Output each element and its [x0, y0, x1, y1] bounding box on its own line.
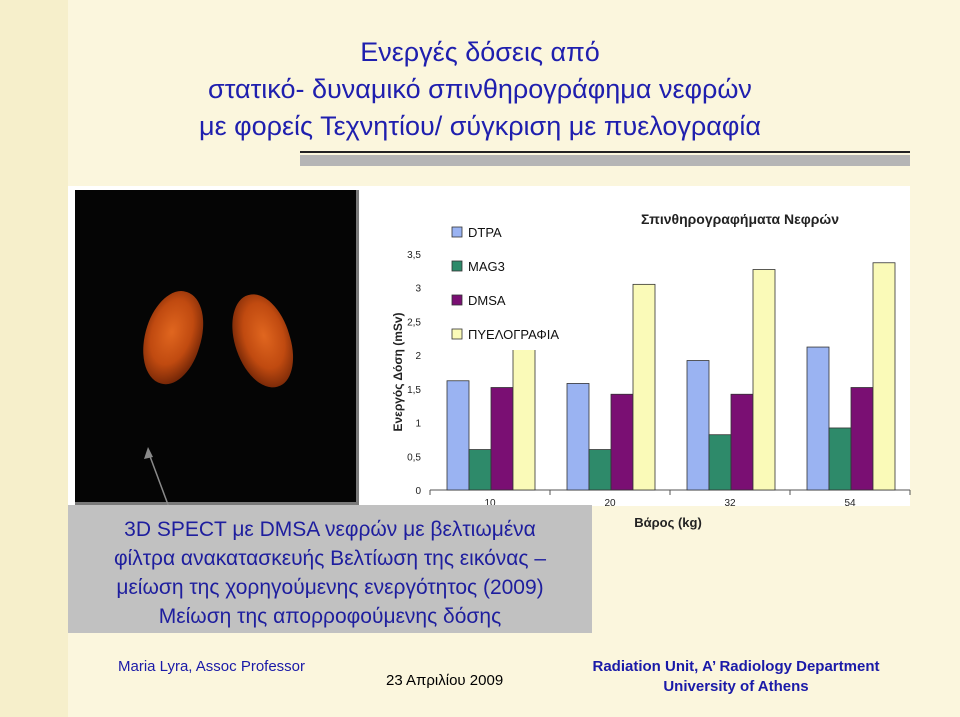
footer-affiliation-line1: Radiation Unit, A’ Radiology Department	[592, 658, 880, 675]
y-tick-label: 1	[415, 419, 421, 430]
bar-πυελογραφια	[632, 283, 656, 491]
legend-label: DTPA	[468, 225, 502, 240]
bar-dmsa	[850, 387, 874, 491]
footer-affiliation-line2: University of Athens	[663, 678, 809, 695]
x-tick-label: 20	[604, 498, 616, 509]
chart-y-axis-label: Ενεργός Δόση (mSv)	[391, 312, 405, 431]
legend-swatch	[451, 260, 463, 272]
title-rule	[300, 151, 910, 153]
bar-dmsa	[490, 387, 514, 491]
image-caption: 3D SPECT με DMSA νεφρών με βελτιωμένα φί…	[68, 505, 592, 633]
legend-box	[440, 216, 595, 350]
y-tick-label: 3	[415, 284, 421, 295]
bar-dtpa	[446, 380, 470, 491]
chart-x-axis-label: Βάρος (kg)	[634, 515, 702, 530]
y-tick-label: 0,5	[407, 452, 421, 463]
bar-mag3	[588, 449, 612, 491]
y-tick-label: 2,5	[407, 317, 421, 328]
bar-mag3	[828, 427, 852, 491]
y-tick-label: 2	[415, 351, 421, 362]
chart-title: Σπινθηρογραφήματα Νεφρών	[641, 211, 839, 227]
chart-legend: DTPA MAG3 DMSA ΠΥΕΛΟΓΡΑΦΙΑ	[440, 216, 595, 350]
x-tick-label: 10	[484, 498, 496, 509]
caption-line: 3D SPECT με DMSA νεφρών με βελτιωμένα	[124, 518, 536, 541]
bar-dtpa	[686, 360, 710, 491]
legend-swatch	[451, 328, 463, 340]
slide-title-line3: με φορείς Τεχνητίου/ σύγκριση με πυελογρ…	[199, 111, 761, 141]
caption-line: Μείωση της απορροφούμενης δόσης	[158, 605, 502, 628]
y-tick-label: 0	[415, 486, 421, 497]
caption-line: μείωση της χορηγούμενης ενεργότητος (200…	[116, 576, 544, 599]
bar-dtpa	[806, 346, 830, 491]
legend-label: MAG3	[468, 259, 505, 274]
right-kidney-image	[222, 287, 303, 395]
bar-πυελογραφια	[752, 269, 776, 491]
caption-line: φίλτρα ανακατασκευής Βελτίωση της εικόνα…	[113, 547, 547, 570]
x-tick-label: 54	[844, 498, 856, 509]
pointer-arrow	[144, 447, 171, 511]
x-tick-label: 32	[724, 498, 736, 509]
y-tick-label: 3,5	[407, 250, 421, 261]
chart-bars	[446, 262, 896, 491]
y-tick-label: 1,5	[407, 385, 421, 396]
bar-mag3	[708, 434, 732, 491]
left-kidney-image	[131, 283, 215, 392]
legend-label: ΠΥΕΛΟΓΡΑΦΙΑ	[468, 327, 559, 342]
footer-author: Maria Lyra, Assoc Professor	[118, 658, 306, 675]
bar-πυελογραφια	[872, 262, 896, 491]
legend-swatch	[451, 226, 463, 238]
title-rule-shadow	[300, 155, 910, 166]
footer-date: 23 Απριλίου 2009	[386, 672, 504, 689]
legend-swatch	[451, 294, 463, 306]
bar-mag3	[468, 449, 492, 491]
slide-title-line1: Ενεργές δόσεις από	[360, 37, 600, 67]
bar-dtpa	[566, 383, 590, 491]
bar-dmsa	[610, 393, 634, 491]
slide-title-line2: στατικό- δυναμικό σπινθηρογράφημα νεφρών	[208, 74, 752, 104]
bar-dmsa	[730, 393, 754, 491]
kidney-spect-image	[75, 190, 359, 505]
footer-affiliation: Radiation Unit, A’ Radiology Department …	[566, 657, 906, 697]
chart-axes: 0 0,5 1 1,5 2 2,5 3 3,5 10 20 32 54	[407, 250, 911, 509]
left-band	[0, 0, 68, 717]
legend-label: DMSA	[468, 293, 506, 308]
